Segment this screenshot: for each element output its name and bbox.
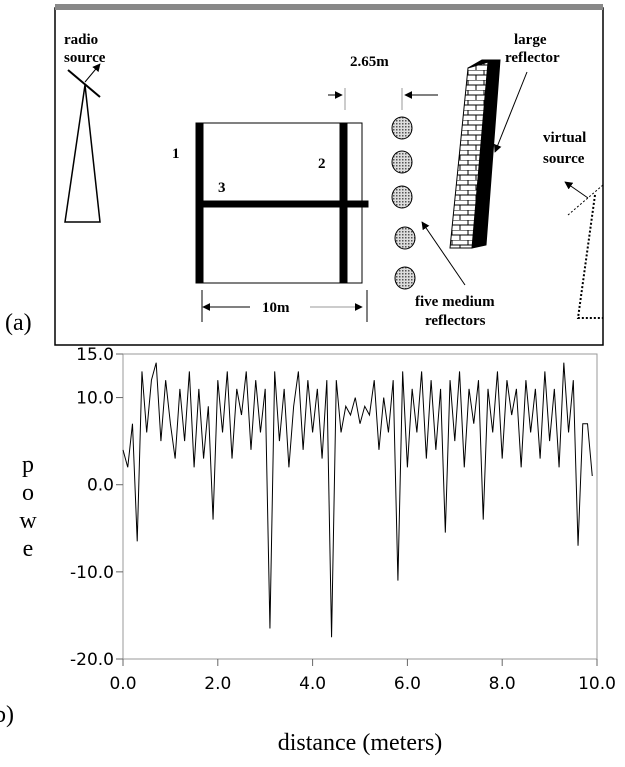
- label: 2.65m: [350, 54, 389, 70]
- x-tick-label: 8.0: [489, 674, 516, 694]
- panel-label: b): [0, 702, 14, 728]
- diagram-labels: (a) radio source 2.65m large reflector v…: [5, 32, 586, 336]
- label: source: [64, 50, 106, 66]
- x-tick-label: 4.0: [299, 674, 326, 694]
- plot-frame: [122, 353, 598, 660]
- reflector: [391, 185, 413, 209]
- chart: b) distance (meters) 15.0 10.0 0.0 -10.0 -20…: [0, 345, 616, 756]
- reflector: [394, 226, 416, 250]
- radio-antenna: [64, 84, 101, 223]
- y-tick-label: 15.0: [76, 345, 114, 365]
- label: five medium: [415, 294, 495, 310]
- label: virtual: [543, 130, 586, 146]
- medium-reflectors: [391, 116, 416, 290]
- data-line: [122, 362, 593, 638]
- label: large: [514, 32, 547, 48]
- label: source: [543, 151, 585, 167]
- label: radio: [64, 32, 98, 48]
- arrow: [84, 63, 101, 83]
- arrow: [493, 71, 528, 153]
- reflector: [394, 266, 416, 290]
- virtual-antenna: [576, 194, 603, 319]
- arrow: [564, 181, 589, 199]
- y-tick-label: 0.0: [87, 476, 114, 496]
- wall: [197, 200, 369, 208]
- label: 1: [172, 146, 180, 162]
- y-tick-label: -20.0: [70, 650, 114, 670]
- x-tick-label: 6.0: [394, 674, 421, 694]
- label: reflectors: [425, 313, 486, 329]
- diagram: [54, 4, 604, 346]
- label: 3: [218, 180, 226, 196]
- y-axis-label: powe: [15, 452, 41, 564]
- label: 10m: [262, 300, 290, 316]
- antenna-bar: [67, 69, 101, 98]
- large-reflector: [449, 61, 489, 249]
- top-bar: [55, 4, 603, 10]
- reflector: [391, 116, 413, 140]
- x-tick-label: 10.0: [578, 674, 616, 694]
- y-tick-label: 10.0: [76, 389, 114, 409]
- x-axis-label: distance (meters): [278, 730, 443, 756]
- panel-label: (a): [5, 310, 32, 336]
- arrow: [421, 221, 466, 286]
- y-tick-label: -10.0: [70, 563, 114, 583]
- label: 2: [318, 156, 326, 172]
- reflector: [391, 150, 413, 174]
- x-tick-label: 0.0: [109, 674, 136, 694]
- antenna-bar: [567, 184, 604, 216]
- x-tick-label: 2.0: [204, 674, 231, 694]
- label: reflector: [505, 50, 560, 66]
